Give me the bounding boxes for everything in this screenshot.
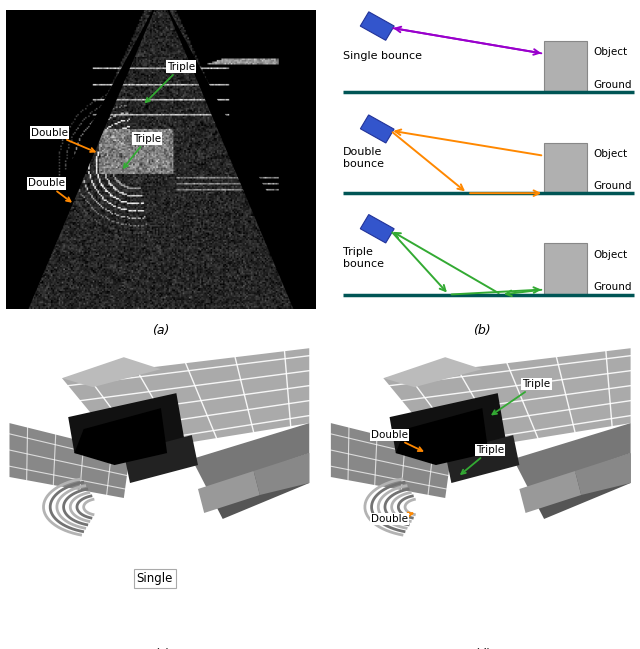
Text: Single: Single [136, 572, 173, 585]
Polygon shape [360, 115, 394, 143]
Text: (c): (c) [152, 648, 169, 649]
Polygon shape [445, 435, 520, 483]
Polygon shape [331, 423, 451, 498]
Polygon shape [124, 435, 198, 483]
Text: Triple: Triple [146, 62, 195, 102]
Text: (d): (d) [474, 648, 491, 649]
Text: Triple: Triple [492, 379, 550, 415]
Polygon shape [74, 408, 167, 465]
Polygon shape [62, 357, 161, 387]
Text: Triple: Triple [461, 445, 504, 474]
Text: Triple: Triple [124, 134, 161, 167]
Text: Triple
bounce: Triple bounce [343, 247, 384, 269]
Polygon shape [253, 453, 309, 495]
Polygon shape [68, 393, 186, 459]
Polygon shape [0, 0, 161, 339]
Polygon shape [529, 453, 630, 519]
Polygon shape [207, 453, 309, 519]
Text: Double: Double [31, 128, 95, 152]
Text: Object: Object [593, 250, 628, 260]
Polygon shape [10, 423, 130, 498]
Polygon shape [383, 349, 630, 453]
Polygon shape [396, 408, 488, 465]
Polygon shape [513, 423, 630, 489]
Text: Double: Double [371, 513, 413, 524]
Polygon shape [390, 393, 507, 459]
Bar [544, 143, 588, 193]
Polygon shape [0, 0, 346, 25]
Polygon shape [192, 423, 309, 489]
Polygon shape [520, 471, 581, 513]
Text: Double
bounce: Double bounce [343, 147, 384, 169]
Polygon shape [198, 471, 260, 513]
Text: Double: Double [371, 430, 422, 451]
Text: Ground: Ground [593, 282, 632, 292]
Text: (b): (b) [474, 324, 491, 337]
Text: Object: Object [593, 149, 628, 159]
Text: Ground: Ground [593, 180, 632, 191]
Polygon shape [575, 453, 630, 495]
Bar [544, 243, 588, 295]
Polygon shape [62, 349, 309, 453]
Text: (a): (a) [152, 324, 170, 337]
Text: Object: Object [593, 47, 628, 57]
Text: Double: Double [28, 178, 70, 202]
Text: Single bounce: Single bounce [343, 51, 422, 61]
Polygon shape [360, 215, 394, 243]
Bar [544, 41, 588, 92]
Polygon shape [161, 0, 346, 339]
Text: Ground: Ground [593, 80, 632, 90]
Polygon shape [360, 12, 394, 40]
Polygon shape [0, 324, 346, 339]
Polygon shape [383, 357, 483, 387]
